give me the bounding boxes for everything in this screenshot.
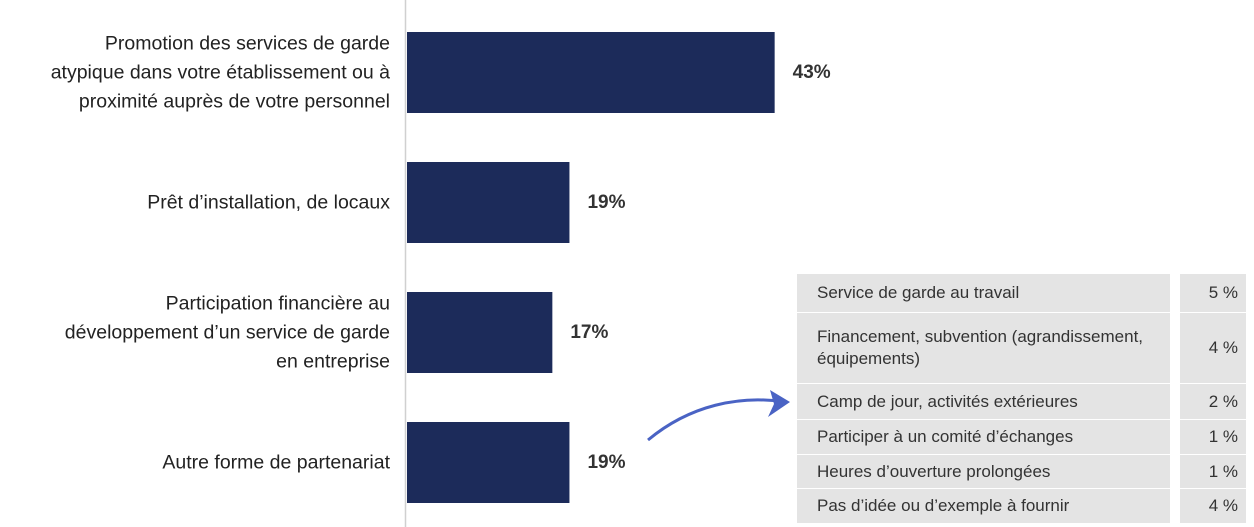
bar xyxy=(407,292,553,373)
table-label: Camp de jour, activités extérieures xyxy=(797,384,1170,419)
bar xyxy=(407,32,775,113)
value-label: 19% xyxy=(587,191,626,213)
table-value: 1 % xyxy=(1180,420,1246,454)
category-label: Participation financière au développemen… xyxy=(64,292,390,372)
table-value: 4 % xyxy=(1180,313,1246,383)
category-label: Promotion des services de garde atypique… xyxy=(50,32,390,112)
table-label: Heures d’ouverture prolongées xyxy=(797,455,1170,488)
arrow xyxy=(647,398,786,442)
value-label: 19% xyxy=(587,451,626,473)
table-value: 2 % xyxy=(1180,384,1246,419)
table-value: 5 % xyxy=(1180,274,1246,312)
bar xyxy=(407,422,570,503)
value-label: 43% xyxy=(792,61,831,83)
table-label: Participer à un comité d’échanges xyxy=(797,420,1170,454)
table-label: Pas d’idée ou d’exemple à fournir xyxy=(797,489,1170,523)
table-label: Financement, subvention (agrandissement,… xyxy=(797,313,1170,383)
category-label: Autre forme de partenariat xyxy=(162,451,390,473)
table-value: 1 % xyxy=(1180,455,1246,488)
bar xyxy=(407,162,570,243)
table-label: Service de garde au travail xyxy=(797,274,1170,312)
value-label: 17% xyxy=(570,321,609,343)
category-label: Prêt d’installation, de locaux xyxy=(147,191,390,213)
arrow-head xyxy=(768,390,790,417)
table-value: 4 % xyxy=(1180,489,1246,523)
